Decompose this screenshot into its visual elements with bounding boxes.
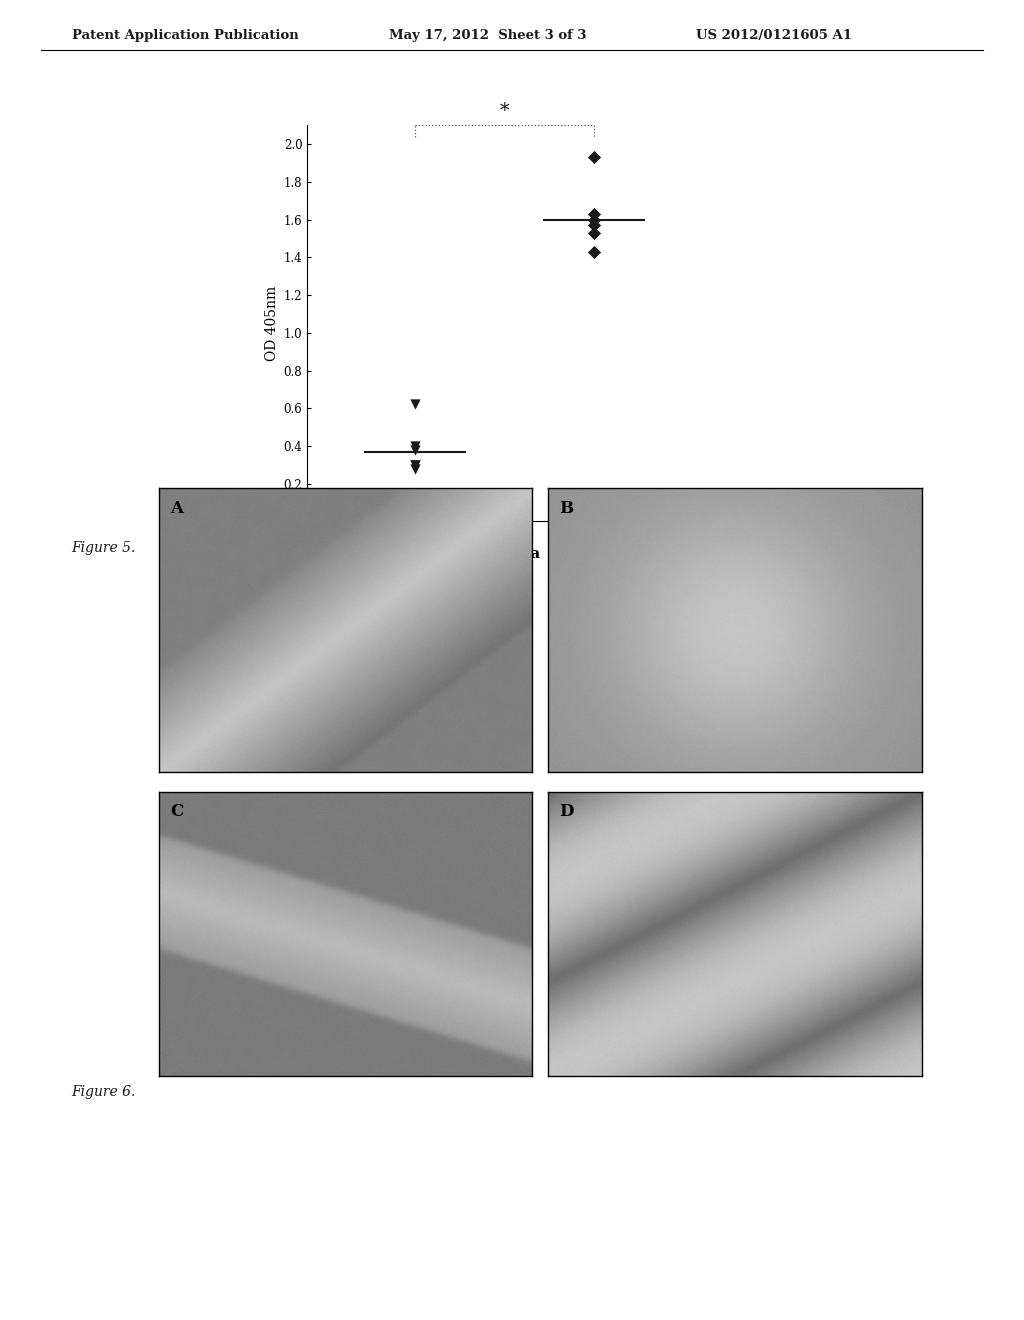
Point <box>586 215 602 236</box>
Point <box>407 440 423 461</box>
Point <box>407 393 423 414</box>
Point <box>586 209 602 230</box>
Point <box>407 454 423 475</box>
Point <box>586 147 602 168</box>
Text: D: D <box>559 804 573 820</box>
Text: US 2012/0121605 A1: US 2012/0121605 A1 <box>696 29 852 42</box>
Text: Patent Application Publication: Patent Application Publication <box>72 29 298 42</box>
X-axis label: sera: sera <box>504 548 541 561</box>
Text: Figure 5.: Figure 5. <box>72 541 136 556</box>
Text: A: A <box>170 500 183 516</box>
Point <box>407 436 423 457</box>
Point <box>407 458 423 479</box>
Text: *: * <box>500 102 509 120</box>
Text: C: C <box>170 804 183 820</box>
Text: Figure 6.: Figure 6. <box>72 1085 136 1100</box>
Text: B: B <box>559 500 573 516</box>
Y-axis label: OD 405nm: OD 405nm <box>265 285 280 362</box>
Point <box>586 222 602 243</box>
Text: May 17, 2012  Sheet 3 of 3: May 17, 2012 Sheet 3 of 3 <box>389 29 587 42</box>
Point <box>586 203 602 224</box>
Point <box>407 454 423 475</box>
Point <box>586 242 602 263</box>
